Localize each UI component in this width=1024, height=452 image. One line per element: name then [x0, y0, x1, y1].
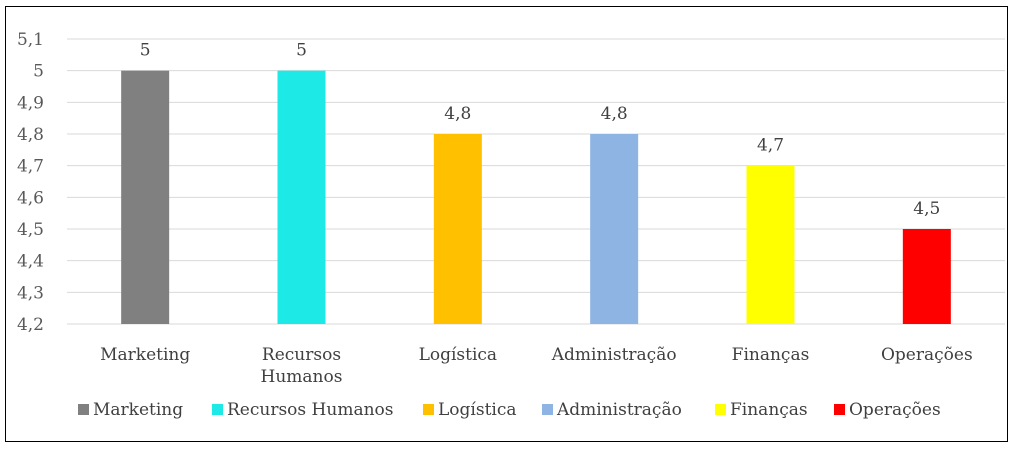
bar: [277, 70, 326, 325]
data-label: 4,7: [757, 136, 784, 156]
y-axis-ticks: 4,2 4,3 4,4 4,5 4,6 4,7 4,8 4,9 5 5,1: [17, 30, 44, 335]
y-tick-label: 4,3: [17, 283, 44, 303]
x-category-label: Recursos: [262, 345, 341, 365]
bar: [433, 134, 482, 324]
legend-label: Operações: [849, 400, 941, 420]
y-tick-label: 4,2: [17, 315, 44, 335]
legend-swatch: [78, 404, 89, 415]
legend-label: Logística: [438, 400, 517, 420]
bars: [121, 70, 951, 325]
legend-swatch: [542, 404, 553, 415]
data-labels: 5 5 4,8 4,8 4,7 4,5: [140, 41, 941, 219]
legend-swatch: [423, 404, 434, 415]
x-category-label: Logística: [419, 345, 498, 365]
y-tick-label: 4,5: [17, 220, 44, 240]
data-label: 4,8: [444, 104, 471, 124]
gridlines: [67, 38, 1005, 325]
legend-swatch: [212, 404, 223, 415]
x-category-label: Operações: [881, 345, 973, 365]
legend-swatch: [834, 404, 845, 415]
bar: [746, 165, 795, 324]
data-label: 5: [296, 41, 307, 61]
x-category-label: Humanos: [261, 367, 343, 387]
data-label: 4,5: [913, 199, 940, 219]
y-tick-label: 4,8: [17, 125, 44, 145]
legend-label: Marketing: [93, 400, 183, 420]
bar: [121, 70, 170, 325]
y-tick-label: 5,1: [17, 30, 44, 50]
y-tick-label: 4,6: [17, 188, 44, 208]
y-tick-label: 4,4: [17, 252, 44, 272]
bar: [902, 229, 951, 324]
legend: Marketing Recursos Humanos Logística Admini…: [78, 400, 941, 420]
chart-frame: [5, 6, 1008, 442]
y-tick-label: 5: [33, 62, 44, 82]
bar: [590, 134, 639, 324]
legend-swatch: [715, 404, 726, 415]
data-label: 4,8: [601, 104, 628, 124]
y-tick-label: 4,9: [17, 93, 44, 113]
legend-label: Administração: [556, 400, 682, 420]
x-category-label: Finanças: [732, 345, 810, 365]
y-tick-label: 4,7: [17, 157, 44, 177]
legend-label: Recursos Humanos: [227, 400, 393, 420]
x-category-label: Marketing: [100, 345, 190, 365]
x-category-label: Administração: [551, 345, 677, 365]
legend-label: Finanças: [730, 400, 808, 420]
data-label: 5: [140, 41, 151, 61]
